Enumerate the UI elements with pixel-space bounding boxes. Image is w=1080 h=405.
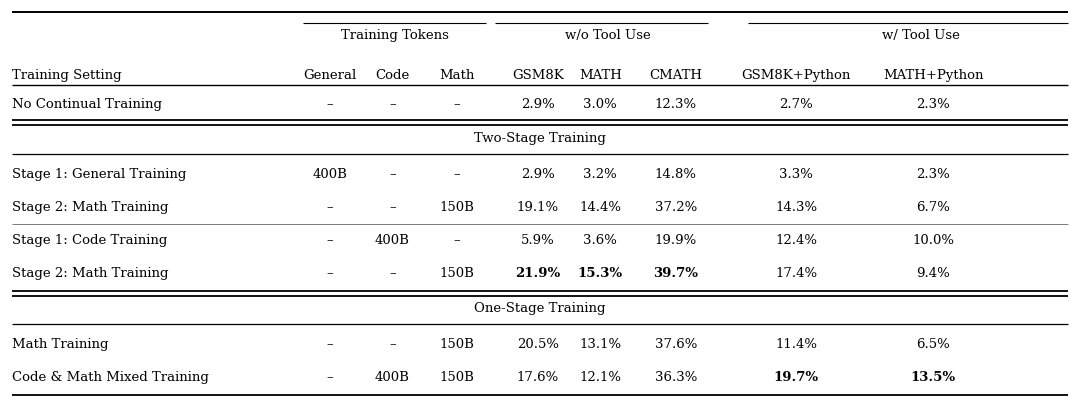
- Text: –: –: [389, 337, 395, 350]
- Text: 2.9%: 2.9%: [521, 167, 555, 180]
- Text: –: –: [389, 98, 395, 111]
- Text: 37.2%: 37.2%: [654, 200, 697, 213]
- Text: 11.4%: 11.4%: [775, 337, 818, 350]
- Text: –: –: [454, 233, 460, 246]
- Text: 2.3%: 2.3%: [916, 167, 950, 180]
- Text: 39.7%: 39.7%: [653, 266, 699, 279]
- Text: GSM8K+Python: GSM8K+Python: [742, 69, 851, 82]
- Text: 2.3%: 2.3%: [916, 98, 950, 111]
- Text: 14.8%: 14.8%: [654, 167, 697, 180]
- Text: –: –: [326, 200, 334, 213]
- Text: 150B: 150B: [440, 337, 474, 350]
- Text: –: –: [326, 266, 334, 279]
- Text: w/o Tool Use: w/o Tool Use: [565, 29, 651, 42]
- Text: MATH+Python: MATH+Python: [883, 69, 984, 82]
- Text: –: –: [326, 233, 334, 246]
- Text: 150B: 150B: [440, 200, 474, 213]
- Text: 15.3%: 15.3%: [578, 266, 623, 279]
- Text: 19.9%: 19.9%: [654, 233, 697, 246]
- Text: –: –: [454, 167, 460, 180]
- Text: 2.9%: 2.9%: [521, 98, 555, 111]
- Text: 9.4%: 9.4%: [916, 266, 950, 279]
- Text: 3.2%: 3.2%: [583, 167, 617, 180]
- Text: General: General: [303, 69, 356, 82]
- Text: –: –: [389, 266, 395, 279]
- Text: Code & Math Mixed Training: Code & Math Mixed Training: [12, 370, 210, 383]
- Text: 400B: 400B: [375, 233, 409, 246]
- Text: 14.3%: 14.3%: [775, 200, 818, 213]
- Text: w/ Tool Use: w/ Tool Use: [882, 29, 960, 42]
- Text: 3.6%: 3.6%: [583, 233, 618, 246]
- Text: 17.6%: 17.6%: [516, 370, 559, 383]
- Text: 6.5%: 6.5%: [916, 337, 950, 350]
- Text: –: –: [326, 337, 334, 350]
- Text: 12.3%: 12.3%: [654, 98, 697, 111]
- Text: 5.9%: 5.9%: [521, 233, 555, 246]
- Text: Training Tokens: Training Tokens: [340, 29, 448, 42]
- Text: MATH: MATH: [579, 69, 622, 82]
- Text: Stage 2: Math Training: Stage 2: Math Training: [12, 200, 168, 213]
- Text: No Continual Training: No Continual Training: [12, 98, 162, 111]
- Text: 400B: 400B: [375, 370, 409, 383]
- Text: 19.1%: 19.1%: [517, 200, 559, 213]
- Text: Two-Stage Training: Two-Stage Training: [474, 131, 606, 144]
- Text: CMATH: CMATH: [649, 69, 702, 82]
- Text: 13.1%: 13.1%: [579, 337, 621, 350]
- Text: Training Setting: Training Setting: [12, 69, 122, 82]
- Text: 20.5%: 20.5%: [517, 337, 558, 350]
- Text: 400B: 400B: [312, 167, 348, 180]
- Text: 150B: 150B: [440, 370, 474, 383]
- Text: 21.9%: 21.9%: [515, 266, 561, 279]
- Text: 14.4%: 14.4%: [579, 200, 621, 213]
- Text: 6.7%: 6.7%: [916, 200, 950, 213]
- Text: 17.4%: 17.4%: [775, 266, 818, 279]
- Text: –: –: [389, 200, 395, 213]
- Text: One-Stage Training: One-Stage Training: [474, 301, 606, 314]
- Text: 2.7%: 2.7%: [780, 98, 813, 111]
- Text: –: –: [454, 98, 460, 111]
- Text: Math: Math: [440, 69, 475, 82]
- Text: 3.3%: 3.3%: [780, 167, 813, 180]
- Text: –: –: [326, 98, 334, 111]
- Text: 36.3%: 36.3%: [654, 370, 697, 383]
- Text: 13.5%: 13.5%: [910, 370, 956, 383]
- Text: 10.0%: 10.0%: [913, 233, 955, 246]
- Text: 19.7%: 19.7%: [773, 370, 819, 383]
- Text: –: –: [389, 167, 395, 180]
- Text: 12.4%: 12.4%: [775, 233, 818, 246]
- Text: Stage 2: Math Training: Stage 2: Math Training: [12, 266, 168, 279]
- Text: 150B: 150B: [440, 266, 474, 279]
- Text: GSM8K: GSM8K: [512, 69, 564, 82]
- Text: 12.1%: 12.1%: [579, 370, 621, 383]
- Text: 37.6%: 37.6%: [654, 337, 697, 350]
- Text: Stage 1: Code Training: Stage 1: Code Training: [12, 233, 167, 246]
- Text: Stage 1: General Training: Stage 1: General Training: [12, 167, 187, 180]
- Text: Math Training: Math Training: [12, 337, 109, 350]
- Text: Code: Code: [375, 69, 409, 82]
- Text: –: –: [326, 370, 334, 383]
- Text: 3.0%: 3.0%: [583, 98, 617, 111]
